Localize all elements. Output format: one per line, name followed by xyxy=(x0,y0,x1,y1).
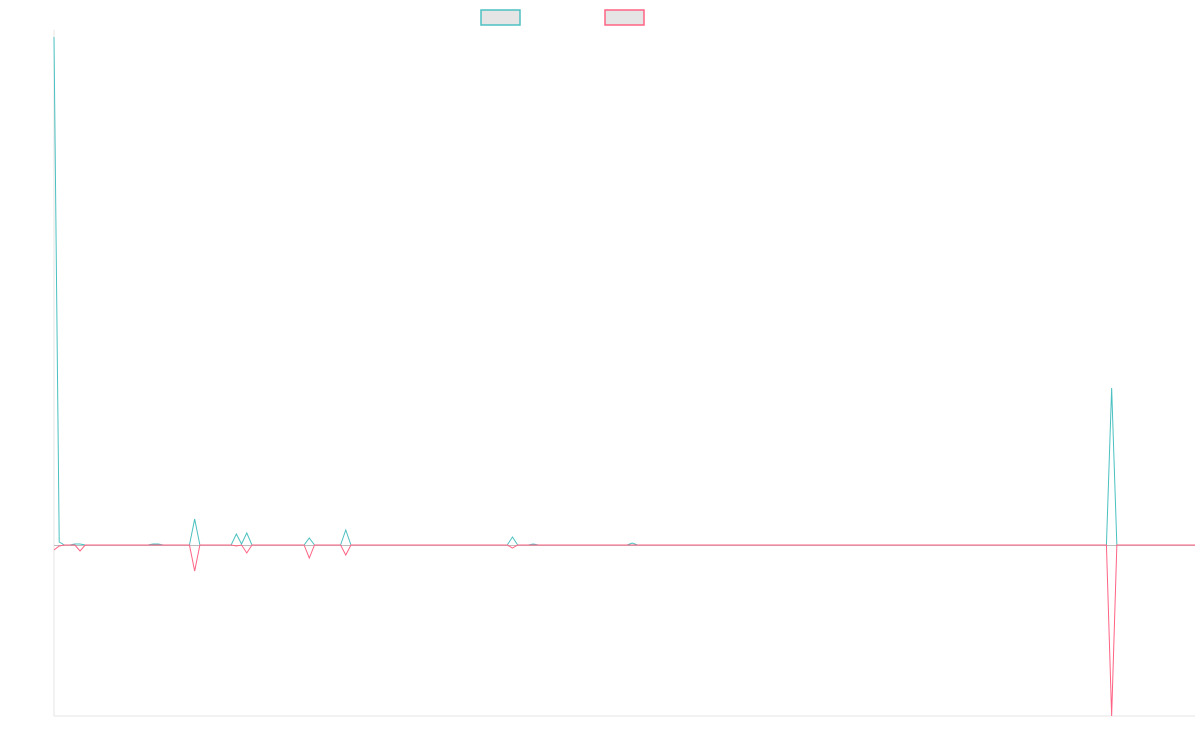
series-line-1 xyxy=(53,544,1195,717)
series-line-0 xyxy=(53,36,1195,546)
legend-swatch-0[interactable] xyxy=(480,9,521,26)
legend xyxy=(480,9,645,26)
legend-swatch-1[interactable] xyxy=(604,9,645,26)
